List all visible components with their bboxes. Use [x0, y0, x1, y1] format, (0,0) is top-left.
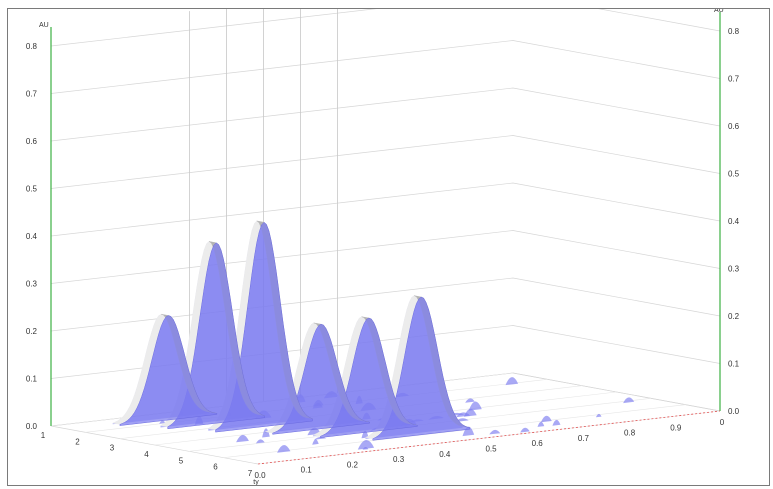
noise-bump [623, 397, 635, 404]
grid-line [50, 182, 721, 237]
grid-line [50, 135, 721, 189]
grid-line [50, 230, 721, 284]
grid-line [50, 277, 721, 332]
grid-line [50, 40, 721, 94]
x-axis-tick: 0.7 [578, 434, 590, 443]
noise-bump [520, 427, 530, 433]
x-axis-tick: 0.4 [439, 450, 451, 459]
right-axis-tick: 0.7 [728, 75, 740, 84]
right-axis-tick: 0.6 [728, 122, 740, 131]
noise-bump [596, 413, 602, 418]
left-axis-tick: 0.4 [26, 232, 38, 241]
left-axis-tick: 0.3 [26, 280, 38, 289]
x-axis-tick: 0.9 [670, 423, 682, 432]
noise-bump [159, 420, 166, 424]
axes [50, 12, 721, 465]
noise-bump [505, 377, 519, 386]
right-axis-tick: 0.8 [728, 27, 740, 36]
noise-bump [540, 415, 552, 423]
axis-labels: 0.0 0.1 0.2 0.3 0.4 0.5 0.6 0.7 0.8 0.0 0.1 0.2 0.3 0… [26, 9, 740, 485]
noise-bump [314, 436, 327, 440]
left-axis-tick: 0.5 [26, 185, 38, 194]
noise-bump [277, 445, 291, 453]
x-axis-tick: 0.1 [301, 466, 313, 475]
left-axis-tick: 0.7 [26, 90, 38, 99]
x-axis-tick: 0.6 [532, 439, 544, 448]
right-axis-tick: 0.4 [728, 217, 740, 226]
x-axis-tick: 0.5 [485, 445, 497, 454]
peak-slice [111, 313, 218, 426]
peak-front-face [119, 315, 218, 426]
noise-bump [465, 398, 475, 403]
depth-axis-tick: 4 [144, 450, 149, 459]
x-axis-tick: 0.0 [254, 471, 266, 480]
grid-line [50, 9, 721, 47]
x-axis-tick: 0.8 [624, 429, 636, 438]
x-axis-tick: 0 [720, 418, 725, 427]
left-axis-tick: 0.0 [26, 422, 38, 431]
depth-axis-tick: 5 [179, 456, 184, 465]
front-edge-line [257, 410, 721, 465]
noise-bump [361, 430, 369, 439]
grid-lines [50, 9, 721, 465]
grid-line [50, 87, 721, 142]
depth-axis-tick: 1 [41, 431, 46, 440]
depth-axis-tick: 2 [75, 437, 80, 446]
chart-frame: 0.0 0.1 0.2 0.3 0.4 0.5 0.6 0.7 0.8 0.0 0.1 0.2 0.3 0… [7, 8, 770, 486]
left-unit-label: AU [39, 22, 49, 29]
noise-bump [255, 439, 265, 444]
x-axis-tick: 0.3 [393, 455, 405, 464]
right-axis-tick: 0.5 [728, 170, 740, 179]
noise-bump [362, 446, 369, 450]
left-axis-tick: 0.6 [26, 137, 38, 146]
depth-axis-tick: 6 [213, 463, 218, 472]
right-axis-tick: 0.1 [728, 360, 740, 369]
x-axis-tick: 0.2 [347, 460, 359, 469]
right-axis-tick: 0.0 [728, 407, 740, 416]
waterfall-chart: 0.0 0.1 0.2 0.3 0.4 0.5 0.6 0.7 0.8 0.0 0.1 0.2 0.3 0… [26, 9, 740, 485]
peak-series [111, 220, 471, 441]
right-axis-tick: 0.3 [728, 265, 740, 274]
noise-bump [537, 421, 545, 427]
noise-bump [489, 429, 501, 435]
left-axis-tick: 0.8 [26, 42, 38, 51]
noise-bump [463, 408, 477, 417]
noise-bump [468, 401, 482, 411]
noise-bump [552, 419, 561, 426]
depth-unit-label: ty [253, 479, 259, 485]
depth-axis-tick: 7 [248, 469, 253, 478]
right-axis-tick: 0.2 [728, 312, 740, 321]
noise-bump [236, 434, 249, 443]
noise-bump [357, 440, 375, 450]
noise-bump [312, 439, 319, 445]
right-unit-label: AU [714, 9, 724, 14]
noise-bump [462, 426, 475, 437]
left-axis-tick: 0.1 [26, 375, 38, 384]
left-axis-tick: 0.2 [26, 327, 38, 336]
depth-axis-tick: 3 [110, 444, 115, 453]
